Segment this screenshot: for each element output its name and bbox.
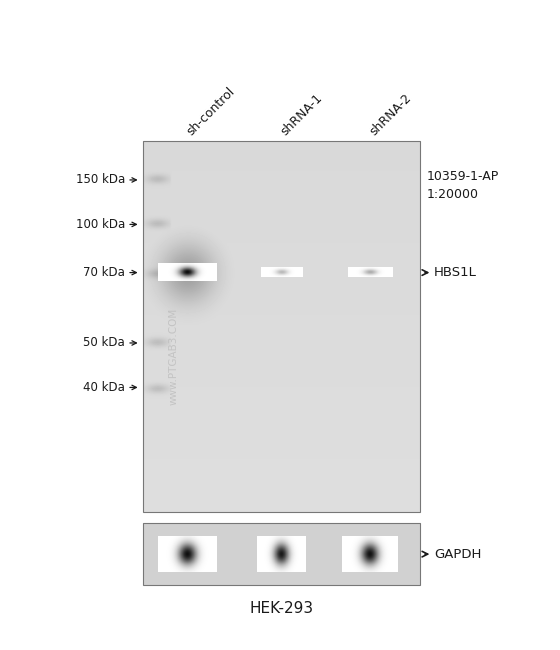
Bar: [143, 141, 420, 512]
Text: sh-control: sh-control: [184, 84, 237, 138]
Text: 10359-1-AP
1:20000: 10359-1-AP 1:20000: [427, 170, 499, 201]
Text: shRNA-2: shRNA-2: [367, 91, 414, 138]
Text: HEK-293: HEK-293: [249, 601, 314, 616]
Text: HBS1L: HBS1L: [434, 266, 477, 279]
Text: 40 kDa: 40 kDa: [83, 381, 125, 394]
Text: www.PTGAB3.COM: www.PTGAB3.COM: [169, 307, 179, 404]
Text: 50 kDa: 50 kDa: [83, 337, 125, 350]
Text: GAPDH: GAPDH: [434, 547, 482, 560]
Text: 150 kDa: 150 kDa: [76, 174, 125, 187]
Bar: [143, 523, 420, 585]
Text: 100 kDa: 100 kDa: [76, 218, 125, 231]
Text: 70 kDa: 70 kDa: [83, 266, 125, 279]
Text: shRNA-1: shRNA-1: [278, 91, 325, 138]
